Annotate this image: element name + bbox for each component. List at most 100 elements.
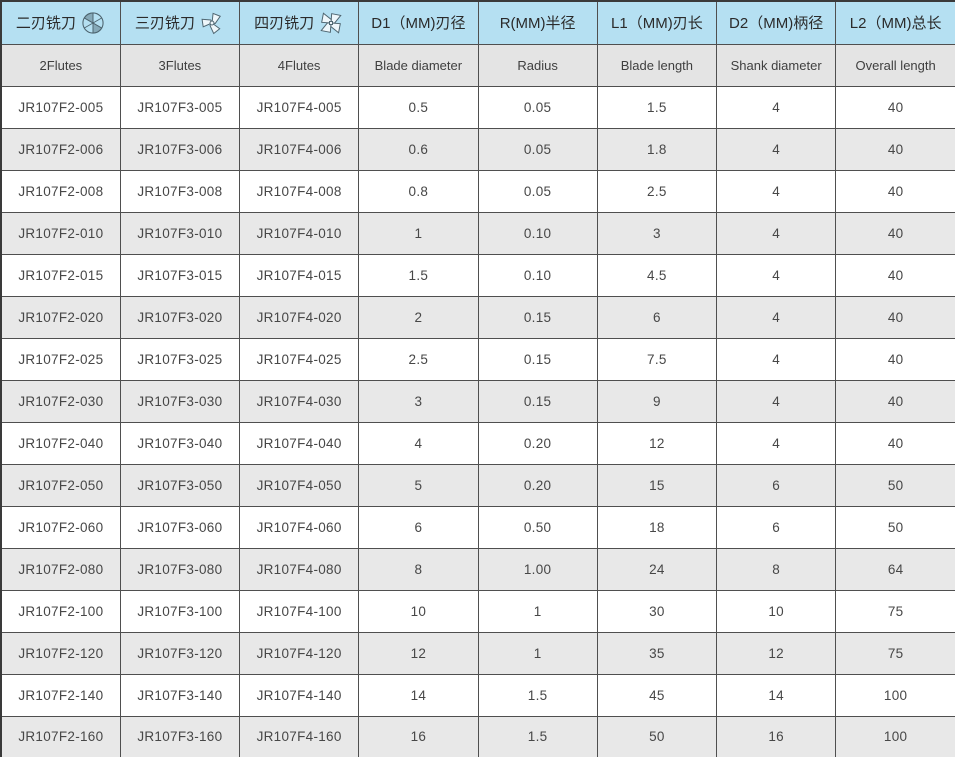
model-number-cell: JR107F2-020: [0, 295, 121, 339]
column-header-label-en: 3Flutes: [119, 43, 241, 87]
model-number-cell: JR107F4-040: [238, 421, 360, 465]
spec-value-cell: 1.5: [477, 673, 598, 717]
column-header-content: 二刃铣刀: [4, 10, 118, 36]
table-row: JR107F2-100 JR107F3-100 JR107F4-100 10 1 30 10…: [0, 589, 955, 633]
spec-value-cell: 4: [358, 421, 479, 465]
spec-value-cell: 0.10: [477, 253, 598, 297]
model-number-cell: JR107F4-020: [238, 295, 360, 339]
model-number-cell: JR107F3-120: [119, 631, 241, 675]
table-row: JR107F2-120 JR107F3-120 JR107F4-120 12 1 35 12…: [0, 631, 955, 675]
spec-value-cell: 2.5: [596, 169, 718, 213]
model-number-cell: JR107F4-060: [238, 505, 360, 549]
table-row: JR107F2-040 JR107F3-040 JR107F4-040 4 0.20 12…: [0, 421, 955, 465]
column-header-content: L1（MM)刃长: [600, 12, 714, 33]
spec-value-cell: 3: [596, 211, 718, 255]
model-number-cell: JR107F4-005: [238, 85, 360, 129]
model-number-cell: JR107F4-080: [238, 547, 360, 591]
spec-value-cell: 30: [596, 589, 718, 633]
model-number-cell: JR107F2-030: [0, 379, 121, 423]
spec-value-cell: 40: [835, 127, 955, 171]
spec-value-cell: 40: [835, 421, 955, 465]
spec-value-cell: 40: [835, 85, 955, 129]
spec-value-cell: 40: [835, 337, 955, 381]
model-number-cell: JR107F3-015: [119, 253, 241, 297]
spec-value-cell: 4: [715, 211, 837, 255]
spec-value-cell: 24: [596, 547, 718, 591]
column-header-label-en: 4Flutes: [238, 43, 360, 87]
spec-value-cell: 100: [835, 715, 955, 757]
column-header-label-en: Shank diameter: [715, 43, 837, 87]
spec-value-cell: 75: [835, 589, 955, 633]
spec-value-cell: 0.15: [477, 295, 598, 339]
column-header-2: 三刃铣刀: [119, 0, 241, 45]
model-number-cell: JR107F3-080: [119, 547, 241, 591]
spec-value-cell: 50: [835, 463, 955, 507]
spec-value-cell: 6: [596, 295, 718, 339]
model-number-cell: JR107F4-140: [238, 673, 360, 717]
model-number-cell: JR107F3-040: [119, 421, 241, 465]
spec-value-cell: 7.5: [596, 337, 718, 381]
spec-value-cell: 50: [835, 505, 955, 549]
spec-value-cell: 1.5: [596, 85, 718, 129]
spec-value-cell: 6: [715, 463, 837, 507]
spec-value-cell: 4: [715, 169, 837, 213]
model-number-cell: JR107F2-025: [0, 337, 121, 381]
column-header-label-en: Overall length: [835, 43, 955, 87]
table-body: JR107F2-005 JR107F3-005 JR107F4-005 0.5 0.05…: [0, 85, 955, 757]
spec-value-cell: 12: [358, 631, 479, 675]
table-row: JR107F2-005 JR107F3-005 JR107F4-005 0.5 0.05…: [0, 85, 955, 129]
column-header-7: D2（MM)柄径: [715, 0, 837, 45]
spec-value-cell: 4: [715, 295, 837, 339]
model-number-cell: JR107F2-008: [0, 169, 121, 213]
four-flute-endmill-icon: [318, 10, 344, 36]
spec-value-cell: 10: [358, 589, 479, 633]
spec-value-cell: 0.10: [477, 211, 598, 255]
spec-value-cell: 4: [715, 337, 837, 381]
spec-value-cell: 6: [358, 505, 479, 549]
spec-value-cell: 16: [358, 715, 479, 757]
spec-value-cell: 0.6: [358, 127, 479, 171]
spec-value-cell: 14: [358, 673, 479, 717]
spec-value-cell: 40: [835, 169, 955, 213]
column-header-content: 三刃铣刀: [123, 10, 237, 36]
model-number-cell: JR107F3-100: [119, 589, 241, 633]
model-number-cell: JR107F3-025: [119, 337, 241, 381]
model-number-cell: JR107F4-100: [238, 589, 360, 633]
model-number-cell: JR107F3-160: [119, 715, 241, 757]
table-row: JR107F2-140 JR107F3-140 JR107F4-140 14 1.5 45…: [0, 673, 955, 717]
spec-value-cell: 4: [715, 253, 837, 297]
spec-value-cell: 1: [477, 631, 598, 675]
model-number-cell: JR107F2-040: [0, 421, 121, 465]
column-header-label-zh: 三刃铣刀: [134, 15, 195, 33]
spec-value-cell: 35: [596, 631, 718, 675]
spec-value-cell: 2: [358, 295, 479, 339]
spec-value-cell: 2.5: [358, 337, 479, 381]
model-number-cell: JR107F2-140: [0, 673, 121, 717]
column-header-label-zh: D2（MM)柄径: [729, 15, 824, 33]
spec-value-cell: 4.5: [596, 253, 718, 297]
spec-value-cell: 40: [835, 211, 955, 255]
two-flute-endmill-icon: [80, 10, 106, 36]
model-number-cell: JR107F2-006: [0, 127, 121, 171]
spec-value-cell: 8: [715, 547, 837, 591]
column-header-content: D2（MM)柄径: [719, 12, 833, 33]
model-number-cell: JR107F2-005: [0, 85, 121, 129]
column-header-label-en: Blade length: [596, 43, 718, 87]
table-row: JR107F2-160 JR107F3-160 JR107F4-160 16 1.5 50…: [0, 715, 955, 757]
table-row: JR107F2-008 JR107F3-008 JR107F4-008 0.8 0.05…: [0, 169, 955, 213]
spec-value-cell: 0.05: [477, 127, 598, 171]
model-number-cell: JR107F4-025: [238, 337, 360, 381]
spec-value-cell: 1: [477, 589, 598, 633]
spec-value-cell: 1.5: [477, 715, 598, 757]
column-header-label-zh: R(MM)半径: [499, 15, 576, 33]
spec-value-cell: 6: [715, 505, 837, 549]
spec-value-cell: 5: [358, 463, 479, 507]
spec-value-cell: 40: [835, 295, 955, 339]
column-header-5: R(MM)半径: [477, 0, 598, 45]
model-number-cell: JR107F4-050: [238, 463, 360, 507]
model-number-cell: JR107F3-005: [119, 85, 241, 129]
column-header-content: R(MM)半径: [481, 12, 595, 33]
header-row-english: 2Flutes 3Flutes 4Flutes Blade diameter Radiu…: [0, 43, 955, 87]
three-flute-endmill-icon: [199, 10, 225, 36]
